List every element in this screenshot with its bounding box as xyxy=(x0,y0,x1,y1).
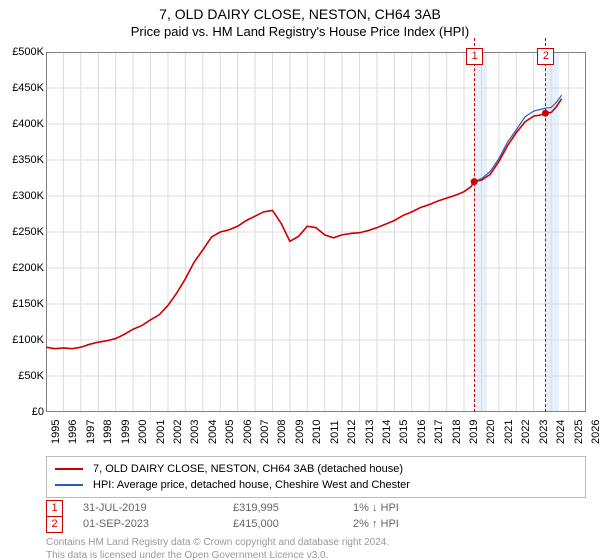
legend-swatch xyxy=(55,468,83,470)
legend-label: HPI: Average price, detached house, Ches… xyxy=(93,479,410,491)
x-axis-tick: 2000 xyxy=(137,420,149,444)
sale-vline xyxy=(474,38,475,412)
chart-legend: 7, OLD DAIRY CLOSE, NESTON, CH64 3AB (de… xyxy=(46,456,586,498)
sale-index: 1 xyxy=(46,500,63,517)
sale-price: £415,000 xyxy=(233,518,333,530)
sale-row: 2 01-SEP-2023 £415,000 2% ↑ HPI xyxy=(46,516,586,532)
x-axis-tick: 2012 xyxy=(346,420,358,444)
sale-index: 2 xyxy=(46,516,63,533)
x-axis-tick: 2009 xyxy=(294,420,306,444)
sale-date: 01-SEP-2023 xyxy=(83,518,213,530)
y-axis-tick: £500K xyxy=(4,46,44,58)
y-axis-tick: £150K xyxy=(4,298,44,310)
y-axis-tick: £50K xyxy=(4,370,44,382)
x-axis-tick: 2018 xyxy=(451,420,463,444)
sale-row: 1 31-JUL-2019 £319,995 1% ↓ HPI xyxy=(46,500,586,516)
x-axis-tick: 2021 xyxy=(503,420,515,444)
line-chart xyxy=(46,52,586,412)
x-axis-tick: 1999 xyxy=(120,420,132,444)
legend-item: HPI: Average price, detached house, Ches… xyxy=(55,477,577,493)
y-axis-tick: £400K xyxy=(4,118,44,130)
x-axis-tick: 2008 xyxy=(276,420,288,444)
legend-item: 7, OLD DAIRY CLOSE, NESTON, CH64 3AB (de… xyxy=(55,461,577,477)
x-axis-tick: 2001 xyxy=(155,420,167,444)
x-axis-tick: 2005 xyxy=(224,420,236,444)
x-axis-tick: 2007 xyxy=(259,420,271,444)
y-axis-tick: £200K xyxy=(4,262,44,274)
sales-table: 1 31-JUL-2019 £319,995 1% ↓ HPI 2 01-SEP-2023… xyxy=(46,500,586,532)
x-axis-tick: 2026 xyxy=(590,420,600,444)
sale-marker-box: 1 xyxy=(466,48,483,65)
x-axis-tick: 1996 xyxy=(67,420,79,444)
sale-price: £319,995 xyxy=(233,502,333,514)
x-axis-tick: 1997 xyxy=(85,420,97,444)
x-axis-tick: 2023 xyxy=(538,420,550,444)
attribution-footer: Contains HM Land Registry data © Crown c… xyxy=(46,537,389,560)
chart-subtitle: Price paid vs. HM Land Registry's House … xyxy=(0,24,600,39)
legend-label: 7, OLD DAIRY CLOSE, NESTON, CH64 3AB (de… xyxy=(93,463,403,475)
y-axis-tick: £0 xyxy=(4,406,44,418)
legend-swatch xyxy=(55,484,83,486)
x-axis-tick: 2016 xyxy=(416,420,428,444)
footer-line: Contains HM Land Registry data © Crown c… xyxy=(46,537,389,550)
y-axis-tick: £350K xyxy=(4,154,44,166)
x-axis-tick: 2011 xyxy=(329,420,341,444)
x-axis-tick: 1995 xyxy=(50,420,62,444)
y-axis-tick: £450K xyxy=(4,82,44,94)
x-axis-tick: 2020 xyxy=(485,420,497,444)
x-axis-tick: 2019 xyxy=(468,420,480,444)
x-axis-tick: 2024 xyxy=(555,420,567,444)
x-axis-tick: 2002 xyxy=(172,420,184,444)
x-axis-tick: 1998 xyxy=(102,420,114,444)
y-axis-tick: £250K xyxy=(4,226,44,238)
sale-vline xyxy=(545,38,546,412)
sale-delta: 2% ↑ HPI xyxy=(353,518,453,530)
x-axis-tick: 2004 xyxy=(207,420,219,444)
sale-date: 31-JUL-2019 xyxy=(83,502,213,514)
sale-delta: 1% ↓ HPI xyxy=(353,502,453,514)
sale-marker-box: 2 xyxy=(537,48,554,65)
x-axis-tick: 2010 xyxy=(311,420,323,444)
x-axis-tick: 2017 xyxy=(433,420,445,444)
y-axis-tick: £300K xyxy=(4,190,44,202)
chart-area: £0£50K£100K£150K£200K£250K£300K£350K£400… xyxy=(46,52,586,412)
chart-title: 7, OLD DAIRY CLOSE, NESTON, CH64 3AB xyxy=(0,6,600,22)
x-axis-tick: 2006 xyxy=(242,420,254,444)
x-axis-tick: 2003 xyxy=(189,420,201,444)
x-axis-tick: 2025 xyxy=(573,420,585,444)
x-axis-tick: 2022 xyxy=(520,420,532,444)
x-axis-tick: 2015 xyxy=(398,420,410,444)
x-axis-tick: 2013 xyxy=(364,420,376,444)
y-axis-tick: £100K xyxy=(4,334,44,346)
x-axis-tick: 2014 xyxy=(381,420,393,444)
footer-line: This data is licensed under the Open Gov… xyxy=(46,550,389,560)
